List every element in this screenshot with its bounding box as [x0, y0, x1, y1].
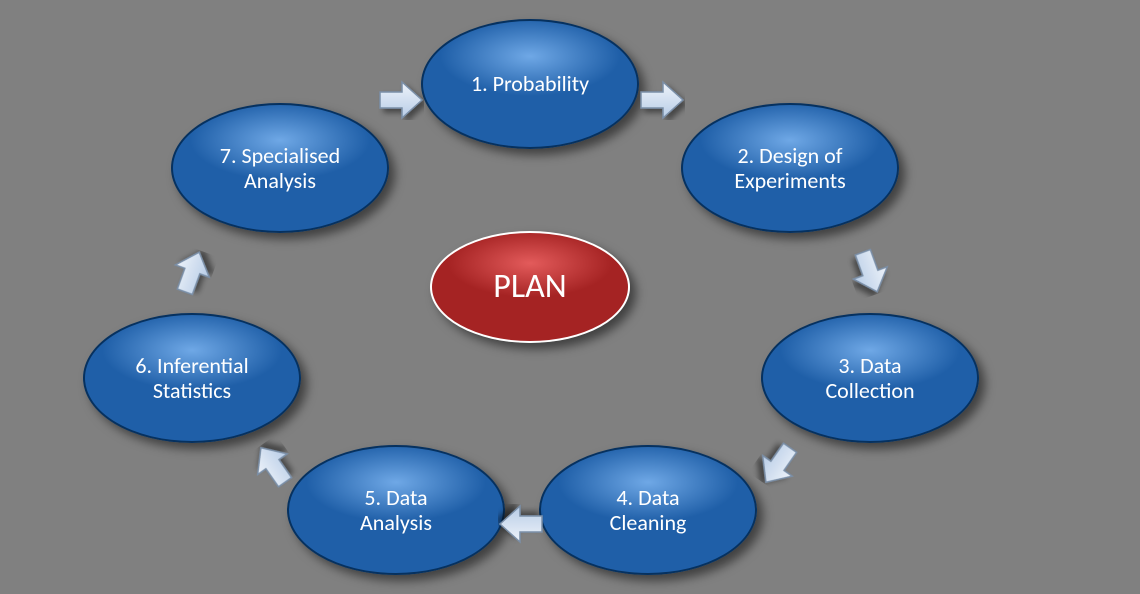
cycle-arrow-icon	[378, 80, 424, 120]
node-label: 1. Probability	[471, 71, 589, 96]
cycle-diagram: PLAN 1. Probability 2. Design of Experim…	[0, 0, 1140, 594]
cycle-arrow-icon	[639, 80, 685, 120]
cycle-arrow-icon	[748, 435, 807, 496]
node-data-cleaning: 4. Data Cleaning	[539, 445, 757, 575]
center-node-plan: PLAN	[430, 231, 630, 343]
node-data-collection: 3. Data Collection	[761, 313, 979, 443]
node-probability: 1. Probability	[421, 19, 639, 149]
node-label: 7. Specialised Analysis	[220, 143, 340, 194]
center-node-label: PLAN	[493, 267, 566, 306]
node-inferential-statistics: 6. Inferential Statistics	[83, 313, 301, 443]
node-specialised-analysis: 7. Specialised Analysis	[171, 103, 389, 233]
cycle-arrow-icon	[165, 244, 218, 301]
node-label: 2. Design of Experiments	[734, 143, 845, 194]
node-label: 6. Inferential Statistics	[135, 353, 248, 404]
cycle-arrow-icon	[843, 244, 896, 301]
node-design-of-experiments: 2. Design of Experiments	[681, 103, 899, 233]
node-label: 4. Data Cleaning	[610, 485, 687, 536]
cycle-arrow-icon	[498, 504, 544, 544]
node-label: 5. Data Analysis	[360, 485, 432, 536]
node-label: 3. Data Collection	[825, 353, 914, 404]
node-data-analysis: 5. Data Analysis	[287, 445, 505, 575]
